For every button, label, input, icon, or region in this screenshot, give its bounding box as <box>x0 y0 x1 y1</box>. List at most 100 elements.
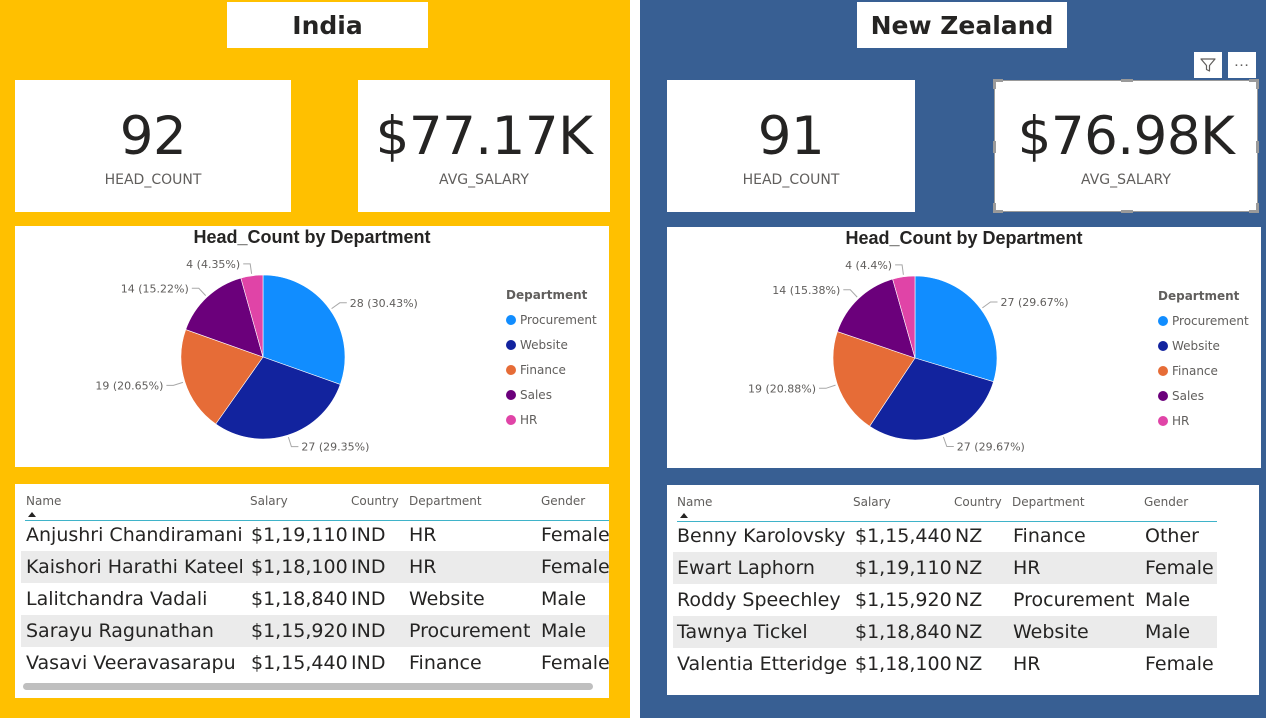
table-row[interactable]: Lalitchandra Vadali $1,18,840 IND Website Ma… <box>21 583 609 615</box>
legend-item-procurement[interactable]: Procurement <box>506 307 597 332</box>
legend-label: Sales <box>1172 388 1204 403</box>
table-row[interactable]: Valentia Etteridge $1,18,100 NZ HR Female <box>673 648 1217 680</box>
pie-slice-hr[interactable] <box>240 274 264 358</box>
column-header-salary[interactable]: Salary <box>853 495 891 509</box>
pie-slice-sales[interactable] <box>185 277 264 358</box>
data-label-procurement: 28 (30.43%) <box>350 297 418 310</box>
cell-name: Sarayu Ragunathan <box>26 620 214 642</box>
table-row[interactable]: Anjushri Chandiramani $1,19,110 IND HR Femal… <box>21 519 609 551</box>
legend-label: HR <box>520 412 538 427</box>
cell-name: Benny Karolovsky <box>677 525 846 547</box>
column-header-department[interactable]: Department <box>1012 495 1085 509</box>
data-label-finance: 19 (20.88%) <box>748 382 816 395</box>
india-head-count-card[interactable]: 92 HEAD_COUNT <box>15 80 291 212</box>
india-pie-chart[interactable]: 28 (30.43%) 27 (29.35%) 19 (20.65%) 14 (15.… <box>15 226 609 467</box>
india-pie-chart-card[interactable]: Head_Count by Department 28 (30.43%) 27 (… <box>15 226 609 467</box>
cell-country: IND <box>351 588 386 610</box>
nz-table[interactable]: Name Salary Country Department Gender Be… <box>667 485 1259 695</box>
table-row[interactable]: Benny Karolovsky $1,15,440 NZ Finance Other <box>673 520 1217 552</box>
cell-country: NZ <box>955 621 983 643</box>
legend-item-finance[interactable]: Finance <box>1158 358 1249 383</box>
table-row[interactable]: Tawnya Tickel $1,18,840 NZ Website Male <box>673 616 1217 648</box>
pie-slice-finance[interactable] <box>832 331 916 427</box>
legend-item-website[interactable]: Website <box>1158 333 1249 358</box>
more-options-icon: … <box>1233 53 1251 70</box>
cell-department: Procurement <box>1013 589 1135 611</box>
column-header-name[interactable]: Name <box>677 495 713 509</box>
leader-line <box>895 264 904 275</box>
india-panel: India 92 HEAD_COUNT $77.17K AVG_SALARY H… <box>0 0 630 718</box>
legend-item-sales[interactable]: Sales <box>506 382 597 407</box>
cell-country: NZ <box>955 557 983 579</box>
cell-salary: $1,15,440 <box>855 525 952 547</box>
legend-marker <box>506 414 516 425</box>
cell-name: Valentia Etteridge <box>677 653 848 675</box>
legend-item-finance[interactable]: Finance <box>506 357 597 382</box>
nz-pie-chart-card[interactable]: Head_Count by Department 27 (29.67%) 27 (… <box>667 227 1261 468</box>
legend-marker <box>1158 365 1168 376</box>
india-avg-salary-card[interactable]: $77.17K AVG_SALARY <box>358 80 610 212</box>
pie-slice-finance[interactable] <box>180 329 264 425</box>
column-header-name[interactable]: Name <box>26 494 62 508</box>
cell-department: Finance <box>409 652 482 674</box>
pie-slice-sales[interactable] <box>836 278 916 359</box>
pie-slice-website[interactable] <box>215 356 341 440</box>
nz-avg-salary-value: $76.98K <box>1017 106 1235 167</box>
column-header-country[interactable]: Country <box>954 495 1002 509</box>
legend-item-website[interactable]: Website <box>506 332 597 357</box>
pie-slice-hr[interactable] <box>892 275 916 359</box>
cell-name: Lalitchandra Vadali <box>26 588 208 610</box>
legend-item-hr[interactable]: HR <box>506 407 597 432</box>
legend-item-sales[interactable]: Sales <box>1158 383 1249 408</box>
table-row[interactable]: Kaishori Harathi Kateel $1,18,100 IND HR Fem… <box>21 551 609 583</box>
nz-title: New Zealand <box>870 10 1054 40</box>
column-header-salary[interactable]: Salary <box>250 494 288 508</box>
table-row[interactable]: Sarayu Ragunathan $1,15,920 IND Procurement… <box>21 615 609 647</box>
cell-salary: $1,18,840 <box>855 621 952 643</box>
sort-ascending-icon[interactable] <box>680 513 688 518</box>
cell-name: Roddy Speechley <box>677 589 841 611</box>
cell-country: IND <box>351 556 386 578</box>
horizontal-scrollbar[interactable] <box>23 683 593 690</box>
cell-gender: Female <box>1145 653 1214 675</box>
legend-item-hr[interactable]: HR <box>1158 408 1249 433</box>
sort-ascending-icon[interactable] <box>28 512 36 517</box>
legend-item-procurement[interactable]: Procurement <box>1158 308 1249 333</box>
india-head-count-value: 92 <box>119 106 187 167</box>
india-table[interactable]: Name Salary Country Department Gender An… <box>15 484 609 698</box>
nz-table-header: Name Salary Country Department Gender <box>677 490 1217 522</box>
data-label-website: 27 (29.67%) <box>957 441 1025 454</box>
filter-button[interactable] <box>1194 52 1222 78</box>
cell-country: NZ <box>955 653 983 675</box>
leader-line <box>287 436 299 448</box>
legend-marker <box>1158 390 1168 401</box>
pie-slice-procurement[interactable] <box>262 274 346 385</box>
pie-slice-procurement[interactable] <box>914 275 998 383</box>
legend-label: Sales <box>520 387 552 402</box>
column-header-gender[interactable]: Gender <box>1144 495 1189 509</box>
nz-head-count-card[interactable]: 91 HEAD_COUNT <box>667 80 915 212</box>
cell-country: NZ <box>955 525 983 547</box>
cell-gender: Other <box>1145 525 1199 547</box>
leader-line <box>331 302 347 310</box>
table-row[interactable]: Roddy Speechley $1,15,920 NZ Procurement Mal… <box>673 584 1217 616</box>
legend-label: Procurement <box>1172 313 1249 328</box>
table-row[interactable]: Ewart Laphorn $1,19,110 NZ HR Female <box>673 552 1217 584</box>
india-legend: Department Procurement Website Finance Sale… <box>506 288 597 432</box>
column-header-gender[interactable]: Gender <box>541 494 586 508</box>
cell-name: Ewart Laphorn <box>677 557 815 579</box>
more-options-button[interactable]: … <box>1228 52 1256 78</box>
column-header-department[interactable]: Department <box>409 494 482 508</box>
cell-gender: Female <box>541 556 609 578</box>
nz-pie-chart[interactable]: 27 (29.67%) 27 (29.67%) 19 (20.88%) 14 (15.… <box>667 227 1261 468</box>
legend-label: Procurement <box>520 312 597 327</box>
nz-avg-salary-card[interactable]: $76.98K AVG_SALARY <box>994 80 1258 212</box>
data-label-procurement: 27 (29.67%) <box>1001 296 1069 309</box>
nz-head-count-label: HEAD_COUNT <box>742 172 840 188</box>
pie-slice-website[interactable] <box>869 357 994 441</box>
nz-head-count-value: 91 <box>757 106 825 167</box>
table-row[interactable]: Vasavi Veeravasarapu $1,15,440 IND Finance F… <box>21 647 609 679</box>
column-header-country[interactable]: Country <box>351 494 399 508</box>
leader-line <box>819 384 836 389</box>
nz-avg-salary-label: AVG_SALARY <box>1081 172 1171 188</box>
